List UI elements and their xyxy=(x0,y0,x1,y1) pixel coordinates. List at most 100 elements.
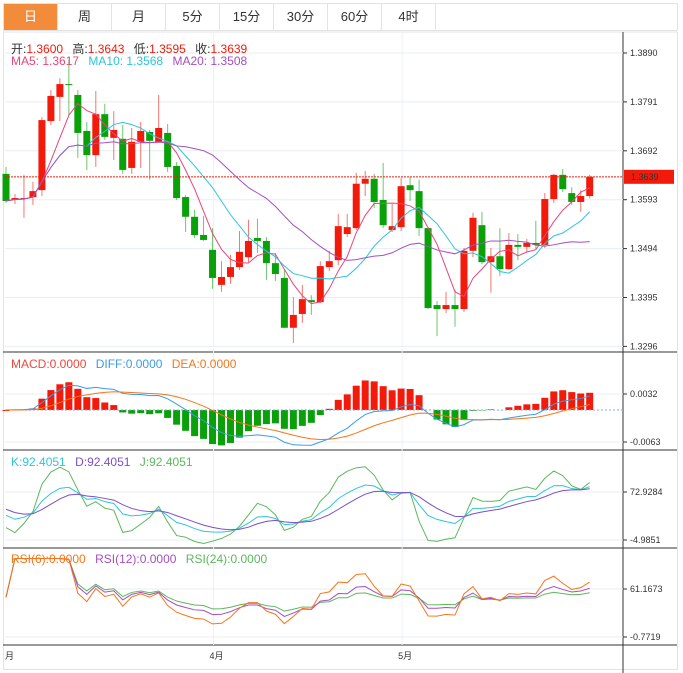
macd-bar xyxy=(541,397,549,410)
macd-bar xyxy=(83,397,91,410)
candle xyxy=(298,284,306,323)
candle-body xyxy=(397,186,405,228)
open-value: 1.3600 xyxy=(26,42,64,56)
candle xyxy=(388,203,396,233)
candle-body xyxy=(379,200,387,226)
macd-bar xyxy=(137,410,145,414)
candle-body xyxy=(514,244,522,247)
macd-bar xyxy=(119,410,127,413)
candle xyxy=(523,238,531,252)
low-value: 1.3595 xyxy=(149,42,186,56)
candle xyxy=(505,233,513,271)
rsi6-value: RSI(6):0.0000 xyxy=(11,552,86,566)
candle-body xyxy=(496,256,504,270)
macd-bar xyxy=(56,384,64,410)
indicator-tick-label: 61.1673 xyxy=(630,584,663,594)
rsi12-line xyxy=(5,558,590,618)
j-line xyxy=(5,466,591,544)
price-tick-label: 1.3593 xyxy=(630,195,658,205)
candle xyxy=(460,247,468,312)
candle xyxy=(155,94,163,143)
macd-bar xyxy=(280,410,288,429)
rsi12-value: RSI(12):0.0000 xyxy=(95,552,177,566)
indicator-tick-label: -0.0063 xyxy=(630,437,661,447)
candle xyxy=(47,89,55,126)
candle-body xyxy=(146,131,154,141)
candle xyxy=(164,124,172,172)
price-tick-label: 1.3296 xyxy=(630,341,658,351)
macd-legend: MACD:0.0000 DIFF:0.0000 DEA:0.0000 xyxy=(11,357,242,371)
candle-body xyxy=(29,191,37,198)
candle-body xyxy=(586,176,594,197)
x-tick-label: 5月 xyxy=(398,651,412,661)
candle xyxy=(65,59,73,116)
candle xyxy=(173,162,181,201)
candle xyxy=(442,291,450,313)
tab-2[interactable]: 月 xyxy=(112,4,166,30)
d-value: D:92.4051 xyxy=(75,455,131,469)
x-tick-label: 4月 xyxy=(210,651,224,661)
tab-4[interactable]: 15分 xyxy=(220,4,274,30)
ma5-value: MA5: 1.3617 xyxy=(11,54,80,68)
candle xyxy=(559,168,567,193)
candle xyxy=(325,250,333,272)
candle xyxy=(343,213,351,238)
j-value: J:92.4051 xyxy=(139,455,193,469)
macd-bar xyxy=(200,410,208,439)
indicator-tick-label: -0.7719 xyxy=(630,632,661,642)
candle xyxy=(244,219,252,263)
candle xyxy=(469,212,477,258)
current-price-label: 1.3639 xyxy=(631,172,659,182)
candle xyxy=(424,227,432,310)
candle xyxy=(433,301,441,337)
candle-body xyxy=(343,227,351,235)
rsi-legend: RSI(6):0.0000 RSI(12):0.0000 RSI(24):0.0… xyxy=(11,552,273,566)
candle xyxy=(137,122,145,168)
candle xyxy=(379,163,387,229)
tab-5[interactable]: 30分 xyxy=(274,4,328,30)
ma20-value: MA20: 1.3508 xyxy=(172,54,248,68)
kdj-legend: K:92.4051 D:92.4051 J:92.4051 xyxy=(11,455,199,469)
current-price-tag xyxy=(624,169,674,184)
candle xyxy=(182,195,190,233)
tab-3[interactable]: 5分 xyxy=(166,4,220,30)
candle-body xyxy=(532,242,540,245)
macd-bar xyxy=(568,392,576,410)
period-tabs: 日周月 5分 15分 30分 60分 4时 xyxy=(3,3,678,31)
indicator-tick-label: 0.0032 xyxy=(630,389,658,399)
candle-body xyxy=(83,130,91,156)
tab-6[interactable]: 60分 xyxy=(328,4,382,30)
candle xyxy=(235,231,243,271)
candle-body xyxy=(227,267,234,277)
ma10-line xyxy=(5,121,591,280)
tab-1[interactable]: 周 xyxy=(58,4,112,30)
macd-bar xyxy=(227,410,234,443)
candle-body xyxy=(442,305,450,310)
macd-bar xyxy=(191,410,199,437)
macd-bar xyxy=(47,390,55,410)
candle xyxy=(38,117,46,197)
candle xyxy=(487,247,495,293)
candle xyxy=(146,129,154,180)
candle xyxy=(361,170,369,197)
candle-body xyxy=(128,141,136,168)
open-label: 开: xyxy=(11,42,27,56)
candle xyxy=(262,237,270,280)
candle-body xyxy=(388,226,396,231)
candle-body xyxy=(325,261,333,268)
candle xyxy=(128,127,136,174)
candle-body xyxy=(289,314,297,328)
candle-body xyxy=(182,197,190,217)
candle-body xyxy=(74,94,82,133)
candle xyxy=(334,213,342,266)
candle-body xyxy=(523,242,531,247)
candle-body xyxy=(209,249,217,278)
candle-body xyxy=(271,263,279,274)
macd-bar xyxy=(173,410,181,425)
tab-7[interactable]: 4时 xyxy=(382,4,436,30)
macd-bar xyxy=(38,398,46,410)
candle xyxy=(316,261,324,304)
tab-0[interactable]: 日 xyxy=(4,4,58,30)
candle xyxy=(307,295,315,315)
